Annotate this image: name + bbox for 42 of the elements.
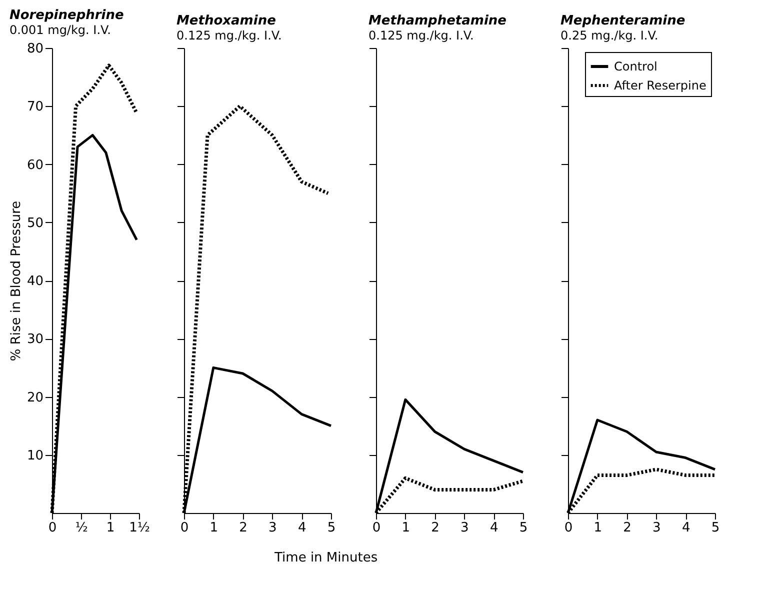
chart-subtitle: 0.001 mg/kg. I.V. [9,23,112,37]
chart-subtitle: 0.125 mg./kg. I.V. [368,28,474,42]
chart-title: Mephenteramine [560,14,686,28]
x-tick-label: 2 [431,520,440,536]
y-tick-label: 30 [26,332,44,348]
x-tick-label: 5 [519,520,528,536]
x-tick-label: 1 [210,520,218,536]
y-axis-title: % Rise in Blood Pressure [8,200,24,362]
x-axis-title: Time in Minutes [274,550,378,566]
chart-subtitle: 0.25 mg./kg. I.V. [560,28,658,42]
chart-subtitle: 0.125 mg./kg. I.V. [176,28,282,42]
chart-title: Methamphetamine [368,14,507,28]
x-tick-label: 2 [239,520,248,536]
legend-label: Control [614,60,658,74]
x-tick-label: 0 [180,520,189,536]
y-tick-label: 50 [26,216,44,231]
x-tick-label: 1½ [129,520,150,536]
y-tick-label: 20 [26,390,44,406]
x-tick-label: 1 [402,520,410,536]
chart-title: Methoxamine [176,14,276,28]
x-tick-label: 1 [106,520,115,536]
x-tick-label: 2 [623,520,632,536]
x-tick-label: ½ [75,520,88,536]
x-tick-label: 3 [460,520,469,536]
x-tick-label: 4 [682,520,690,536]
y-tick-label: 60 [26,158,44,173]
x-tick-label: 3 [652,520,661,536]
legend-label: After Reserpine [614,78,706,92]
x-tick-label: 5 [711,520,720,536]
y-tick-label: 80 [26,42,44,56]
x-tick-label: 4 [298,520,306,536]
y-tick-label: 10 [26,448,44,464]
x-tick-label: 0 [48,520,57,536]
x-tick-label: 4 [490,520,498,536]
x-tick-label: 1 [594,520,602,536]
x-tick-label: 0 [372,520,381,536]
y-tick-label: 40 [26,274,44,289]
x-tick-label: 3 [268,520,277,536]
chart-title: Norepinephrine [9,8,124,23]
x-tick-label: 5 [327,520,336,536]
y-tick-label: 70 [26,100,44,115]
x-tick-label: 0 [564,520,573,536]
